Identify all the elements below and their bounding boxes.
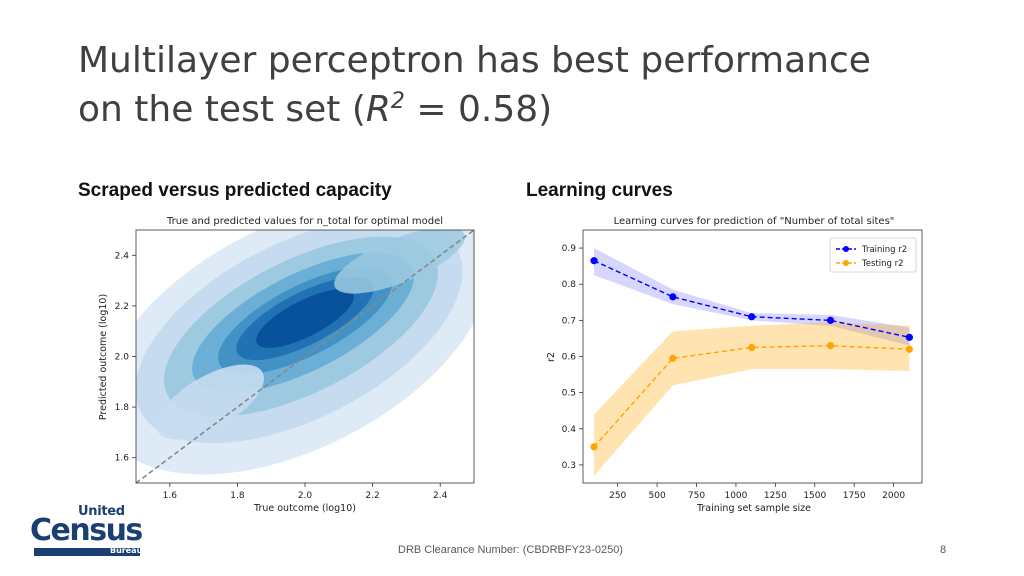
data-point-testing: [669, 354, 677, 362]
x-tick-label: 2000: [882, 491, 905, 501]
y-tick-label: 0.6: [562, 353, 577, 363]
title-line-1: Multilayer perceptron has best performan…: [78, 40, 871, 81]
logo-united-text: United: [78, 504, 125, 519]
y-tick-label: 0.4: [562, 425, 577, 435]
kde-x-axis-label: True outcome (log10): [253, 503, 356, 514]
left-chart-heading: Scraped versus predicted capacity: [78, 180, 392, 201]
lc-y-axis-label: r2: [546, 352, 557, 362]
x-tick-label: 2.4: [433, 491, 448, 501]
legend-swatch-marker: [843, 246, 849, 252]
kde-plot-area: [136, 230, 474, 483]
kde-x-ticks: 1.6 1.8 2.0 2.2 2.4: [163, 483, 448, 501]
x-tick-label: 1250: [764, 491, 787, 501]
y-tick-label: 0.7: [562, 316, 576, 326]
learning-curve-chart: Learning curves for prediction of "Numbe…: [546, 216, 923, 514]
title-r-symbol: R: [365, 89, 391, 130]
data-point-testing: [826, 342, 835, 350]
legend-label: Training r2: [861, 245, 907, 255]
y-tick-label: 1.6: [115, 454, 130, 464]
kde-y-ticks: 1.6 1.8 2.0 2.2 2.4: [115, 251, 136, 464]
data-point-testing: [905, 345, 913, 353]
lc-x-ticks: 250 500 750 1000 1250 1500 1750 2000: [609, 483, 905, 501]
title-line-2-suffix: = 0.58): [404, 89, 553, 130]
identity-reference-line: [136, 230, 474, 483]
legend-swatch-marker: [843, 260, 849, 266]
x-tick-label: 1.8: [230, 491, 245, 501]
density-lobe: [334, 230, 466, 294]
data-point-training: [905, 333, 913, 341]
lc-plot-area: [590, 248, 913, 476]
x-tick-label: 500: [649, 491, 666, 501]
logo-census-text: Census: [30, 513, 143, 548]
y-tick-label: 0.8: [562, 280, 577, 290]
y-tick-label: 2.0: [115, 353, 130, 363]
footer-clearance-number: DRB Clearance Number: (CBDRBFY23-0250): [398, 544, 623, 556]
logo-bureau-text: Bureau: [110, 546, 143, 555]
kde-chart-title: True and predicted values for n_total fo…: [166, 216, 443, 227]
data-point-training: [748, 313, 756, 321]
data-point-training: [590, 257, 598, 265]
x-tick-label: 2.0: [298, 491, 313, 501]
x-tick-label: 1750: [843, 491, 866, 501]
title-superscript: 2: [390, 89, 405, 114]
lc-legend: Training r2 Testing r2: [829, 237, 917, 273]
y-tick-label: 2.4: [115, 251, 130, 261]
density-lobe: [156, 364, 264, 440]
y-tick-label: 2.2: [115, 302, 129, 312]
data-point-training: [826, 316, 835, 324]
lc-chart-title: Learning curves for prediction of "Numbe…: [614, 216, 895, 227]
right-chart-heading: Learning curves: [526, 180, 673, 201]
y-tick-label: 0.3: [562, 461, 576, 471]
lc-y-ticks: 0.3 0.4 0.5 0.6 0.7 0.8 0.9: [562, 244, 583, 471]
x-tick-label: 1.6: [163, 491, 178, 501]
kde-y-axis-label: Predicted outcome (log10): [98, 294, 109, 420]
x-tick-label: 250: [609, 491, 626, 501]
slide-title: Multilayer perceptron has best performan…: [78, 36, 958, 134]
title-line-2-prefix: on the test set (: [78, 89, 366, 130]
x-tick-label: 1000: [724, 491, 747, 501]
lc-x-axis-label: Training set sample size: [696, 503, 811, 514]
x-tick-label: 750: [688, 491, 705, 501]
logo-bar: [34, 548, 140, 556]
kde-density-chart: True and predicted values for n_total fo…: [98, 216, 475, 514]
y-tick-label: 0.5: [562, 389, 576, 399]
data-point-testing: [748, 343, 756, 352]
data-point-testing: [590, 443, 598, 451]
data-point-training: [669, 293, 677, 301]
x-tick-label: 1500: [803, 491, 826, 501]
density-contour-level-7: [256, 289, 354, 348]
y-tick-label: 0.9: [562, 244, 577, 254]
y-tick-label: 1.8: [115, 403, 130, 413]
legend-label: Testing r2: [861, 259, 904, 269]
census-bureau-logo: United Census Bureau: [30, 504, 144, 556]
x-tick-label: 2.2: [365, 491, 379, 501]
footer-page-number: 8: [940, 544, 947, 556]
